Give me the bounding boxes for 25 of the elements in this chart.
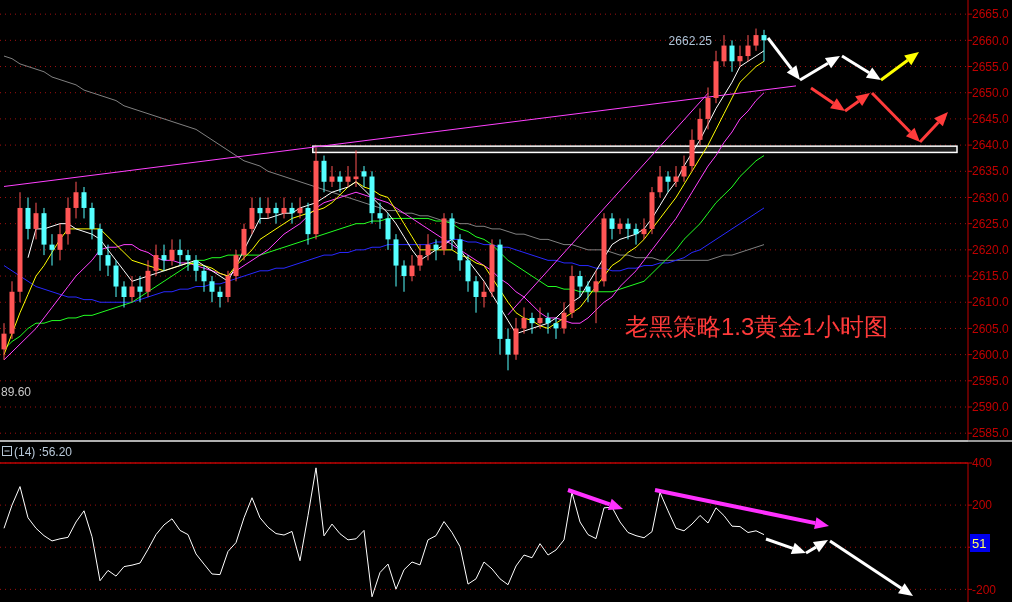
y-tick-label: 2655.0 bbox=[972, 59, 1010, 74]
y-tick-label: 2650.0 bbox=[972, 85, 1010, 100]
y-tick-label: 2590.0 bbox=[972, 400, 1010, 415]
y-tick-label: 400 bbox=[972, 456, 993, 471]
y-tick-label: 2665.0 bbox=[972, 7, 1010, 22]
y-tick-label: 2605.0 bbox=[972, 321, 1010, 336]
y-tick-label: 2615.0 bbox=[972, 269, 1010, 284]
annotation: 2662.25 bbox=[668, 33, 713, 48]
y-tick-label: 200 bbox=[972, 498, 993, 513]
y-tick-label: 2645.0 bbox=[972, 112, 1010, 127]
y-tick-label: 2660.0 bbox=[972, 33, 1010, 48]
text: 51 bbox=[972, 536, 987, 551]
y-tick-label: 2635.0 bbox=[972, 164, 1010, 179]
annotation: 89.60 bbox=[1, 385, 32, 399]
text: 老黑策略1.3黄金1小时图 bbox=[625, 313, 888, 340]
y-tick-label: 2640.0 bbox=[972, 138, 1010, 153]
y-tick-label: 2600.0 bbox=[972, 347, 1010, 362]
chart-title: (14) :56.20 bbox=[14, 445, 73, 459]
y-tick-label: 2595.0 bbox=[972, 374, 1010, 389]
y-tick-label: -200 bbox=[972, 582, 997, 597]
y-tick-label: 2585.0 bbox=[972, 426, 1010, 441]
y-tick-label: 2610.0 bbox=[972, 295, 1010, 310]
y-tick-label: 2625.0 bbox=[972, 216, 1010, 231]
y-tick-label: 2630.0 bbox=[972, 190, 1010, 205]
y-tick-label: 2620.0 bbox=[972, 243, 1010, 258]
